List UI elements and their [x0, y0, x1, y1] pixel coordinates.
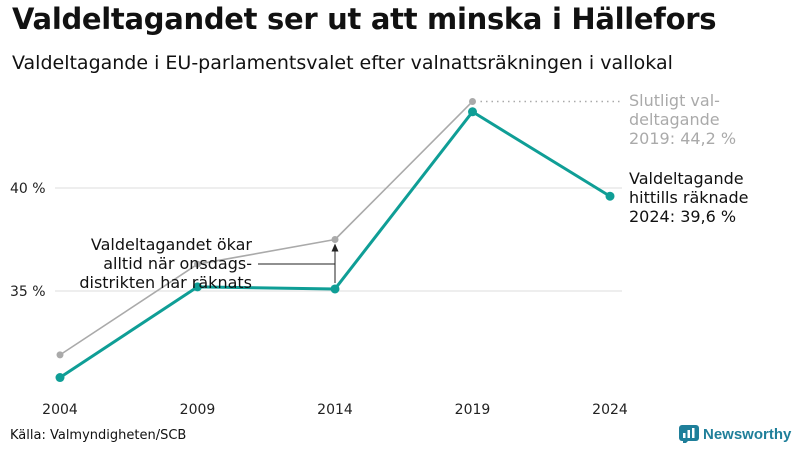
label-current-2024: 2024: 39,6 %	[629, 207, 736, 226]
y-tick-label: 40 %	[10, 181, 46, 197]
series-line-final	[59, 100, 474, 356]
data-point-final	[194, 260, 201, 268]
data-point-count	[193, 282, 202, 292]
annotation-note: Valdeltagandet ökar	[91, 235, 253, 254]
data-point-count	[468, 107, 477, 117]
label-final-2019: 2019: 44,2 %	[629, 129, 736, 148]
x-tick-label: 2014	[317, 402, 353, 418]
brand-logo: Newsworthy	[679, 425, 791, 443]
x-tick-label: 2024	[592, 402, 628, 418]
x-tick-label: 2019	[455, 402, 491, 418]
label-current-2024: Valdeltagande	[629, 169, 744, 188]
data-point-final	[56, 351, 64, 359]
chart-title: Valdeltagandet ser ut att minska i Hälle…	[12, 2, 717, 36]
newsworthy-icon	[679, 425, 699, 443]
data-point-count	[330, 284, 340, 294]
source-note: Källa: Valmyndigheten/SCB	[10, 428, 187, 443]
data-point-final	[331, 236, 339, 243]
y-tick-label: 35 %	[10, 284, 46, 300]
x-tick-label: 2009	[180, 402, 216, 418]
label-final-2019: Slutligt val-	[629, 91, 720, 110]
x-tick-label: 2004	[42, 402, 78, 418]
data-point-count	[55, 373, 65, 383]
annotation-arrowhead	[331, 243, 339, 252]
brand-name: Newsworthy	[703, 425, 792, 443]
chart-subtitle: Valdeltagande i EU-parlamentsvalet efter…	[12, 52, 673, 74]
label-final-2019: deltagande	[629, 110, 720, 129]
label-current-2024: hittills räknade	[629, 188, 748, 207]
annotation-note: alltid när onsdags-	[103, 254, 252, 273]
data-point-final	[469, 97, 476, 105]
data-point-count	[605, 191, 615, 201]
annotation-note: distrikten har räknats	[79, 273, 252, 292]
